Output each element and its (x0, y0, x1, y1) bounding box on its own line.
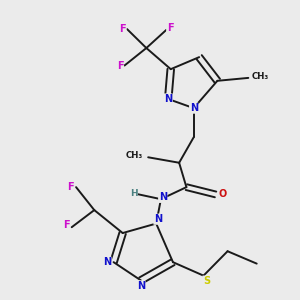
Text: N: N (137, 281, 145, 291)
Text: S: S (203, 276, 210, 286)
Text: N: N (164, 94, 172, 104)
Text: F: F (63, 220, 70, 230)
Text: F: F (119, 24, 126, 34)
Text: N: N (103, 257, 111, 267)
Text: N: N (154, 214, 162, 224)
Text: O: O (219, 189, 227, 200)
Text: F: F (167, 23, 173, 33)
Text: F: F (67, 182, 74, 192)
Text: H: H (130, 189, 137, 198)
Text: N: N (159, 192, 167, 202)
Text: F: F (117, 61, 124, 70)
Text: CH₃: CH₃ (126, 151, 143, 160)
Text: CH₃: CH₃ (251, 72, 268, 81)
Text: N: N (190, 103, 198, 113)
